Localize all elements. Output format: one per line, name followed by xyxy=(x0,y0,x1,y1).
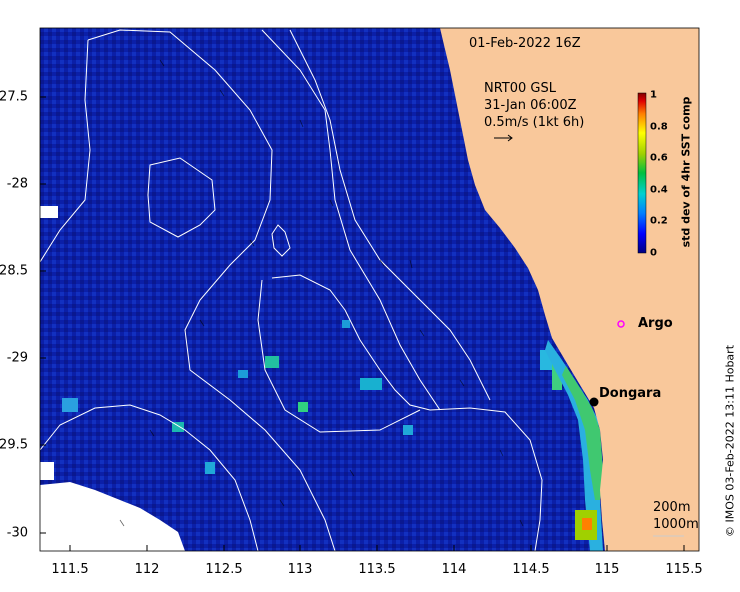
x-tick-label: 111.5 xyxy=(51,562,89,577)
credit-label: © IMOS 03-Feb-2022 13:11 Hobart xyxy=(723,344,737,538)
sst-variability-patches xyxy=(62,320,562,474)
y-tick-marks xyxy=(40,96,46,534)
argo-label: Argo xyxy=(638,316,673,331)
depth-contours xyxy=(40,29,543,551)
argo-marker xyxy=(617,320,625,328)
y-tick-label: -29.5 xyxy=(0,437,28,453)
current-scale-label: 0.5m/s (1kt 6h) xyxy=(484,115,585,130)
current-time-label: 31-Jan 06:00Z xyxy=(484,98,577,113)
colorbar xyxy=(637,92,647,254)
current-scale-arrow xyxy=(494,134,513,142)
colorbar-tick: 1 xyxy=(650,89,657,101)
y-tick-label: -27.5 xyxy=(0,89,28,105)
x-tick-marks xyxy=(69,545,685,551)
x-tick-label: 113.5 xyxy=(358,562,396,577)
depth-legend-200m: 200m xyxy=(653,500,691,515)
current-source-label: NRT00 GSL xyxy=(484,81,556,96)
depth-legend-1000m: 1000m xyxy=(653,517,699,532)
y-tick-label: -30 xyxy=(6,525,28,541)
y-tick-label: -28 xyxy=(6,176,28,192)
y-tick-label: -29 xyxy=(6,350,28,366)
x-tick-label: 115 xyxy=(594,562,620,577)
no-data-patches xyxy=(40,206,185,551)
x-tick-label: 112.5 xyxy=(205,562,243,577)
colorbar-tick: 0 xyxy=(650,247,657,259)
coastal-band xyxy=(545,340,603,551)
x-tick-label: 114 xyxy=(441,562,467,577)
land-mass xyxy=(440,28,699,551)
dongara-label: Dongara xyxy=(599,386,662,401)
timestamp-label: 01-Feb-2022 16Z xyxy=(469,36,581,51)
colorbar-title: std dev of 4hr SST comp xyxy=(679,96,693,248)
x-tick-label: 114.5 xyxy=(512,562,550,577)
colorbar-tick: 0.6 xyxy=(650,152,668,164)
plot-frame xyxy=(39,27,700,552)
colorbar-tick: 0.4 xyxy=(650,184,668,196)
x-tick-label: 112 xyxy=(134,562,160,577)
x-tick-label: 113 xyxy=(287,562,313,577)
colorbar-tick: 0.2 xyxy=(650,215,668,227)
dongara-marker xyxy=(589,397,599,407)
current-vectors xyxy=(119,59,524,527)
y-tick-label: -28.5 xyxy=(0,263,28,279)
colorbar-tick: 0.8 xyxy=(650,121,668,133)
x-tick-label: 115.5 xyxy=(665,562,703,577)
